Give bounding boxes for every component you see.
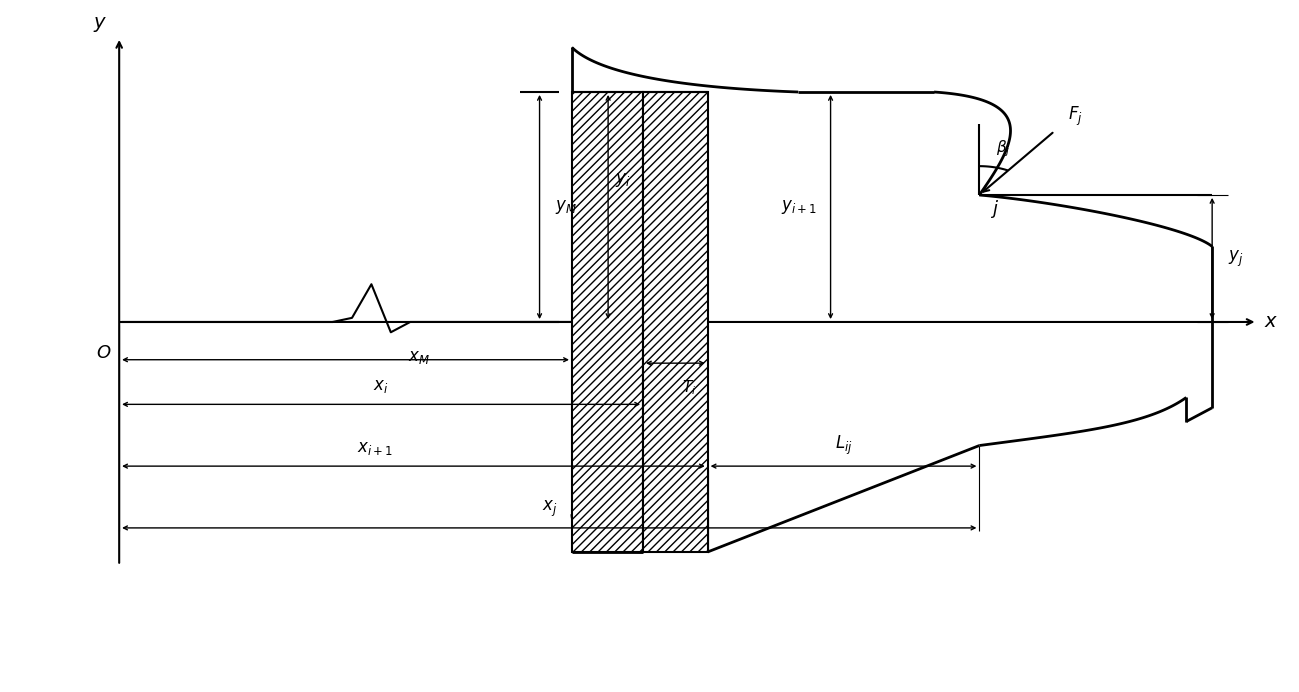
Text: $x_{i+1}$: $x_{i+1}$ [356,439,392,457]
Text: $F_j$: $F_j$ [1068,104,1082,127]
Text: $O$: $O$ [96,344,112,362]
Text: $y$: $y$ [92,15,107,34]
Bar [643,92,708,552]
Text: $x$: $x$ [1264,313,1278,331]
Text: $x_M$: $x_M$ [408,348,430,366]
Text: $j$: $j$ [990,199,999,221]
Bar [572,92,643,552]
Text: $L_{ij}$: $L_{ij}$ [835,434,852,457]
Text: $x_j$: $x_j$ [542,499,557,519]
Text: $y_M$: $y_M$ [555,198,577,216]
Text: $y_i$: $y_i$ [614,170,630,188]
Text: $x_i$: $x_i$ [373,377,388,395]
Text: $y_j$: $y_j$ [1228,248,1243,268]
Text: $T_i$: $T_i$ [682,379,696,397]
Text: $y_{i+1}$: $y_{i+1}$ [782,198,817,216]
Text: $\beta_j$: $\beta_j$ [996,138,1011,159]
